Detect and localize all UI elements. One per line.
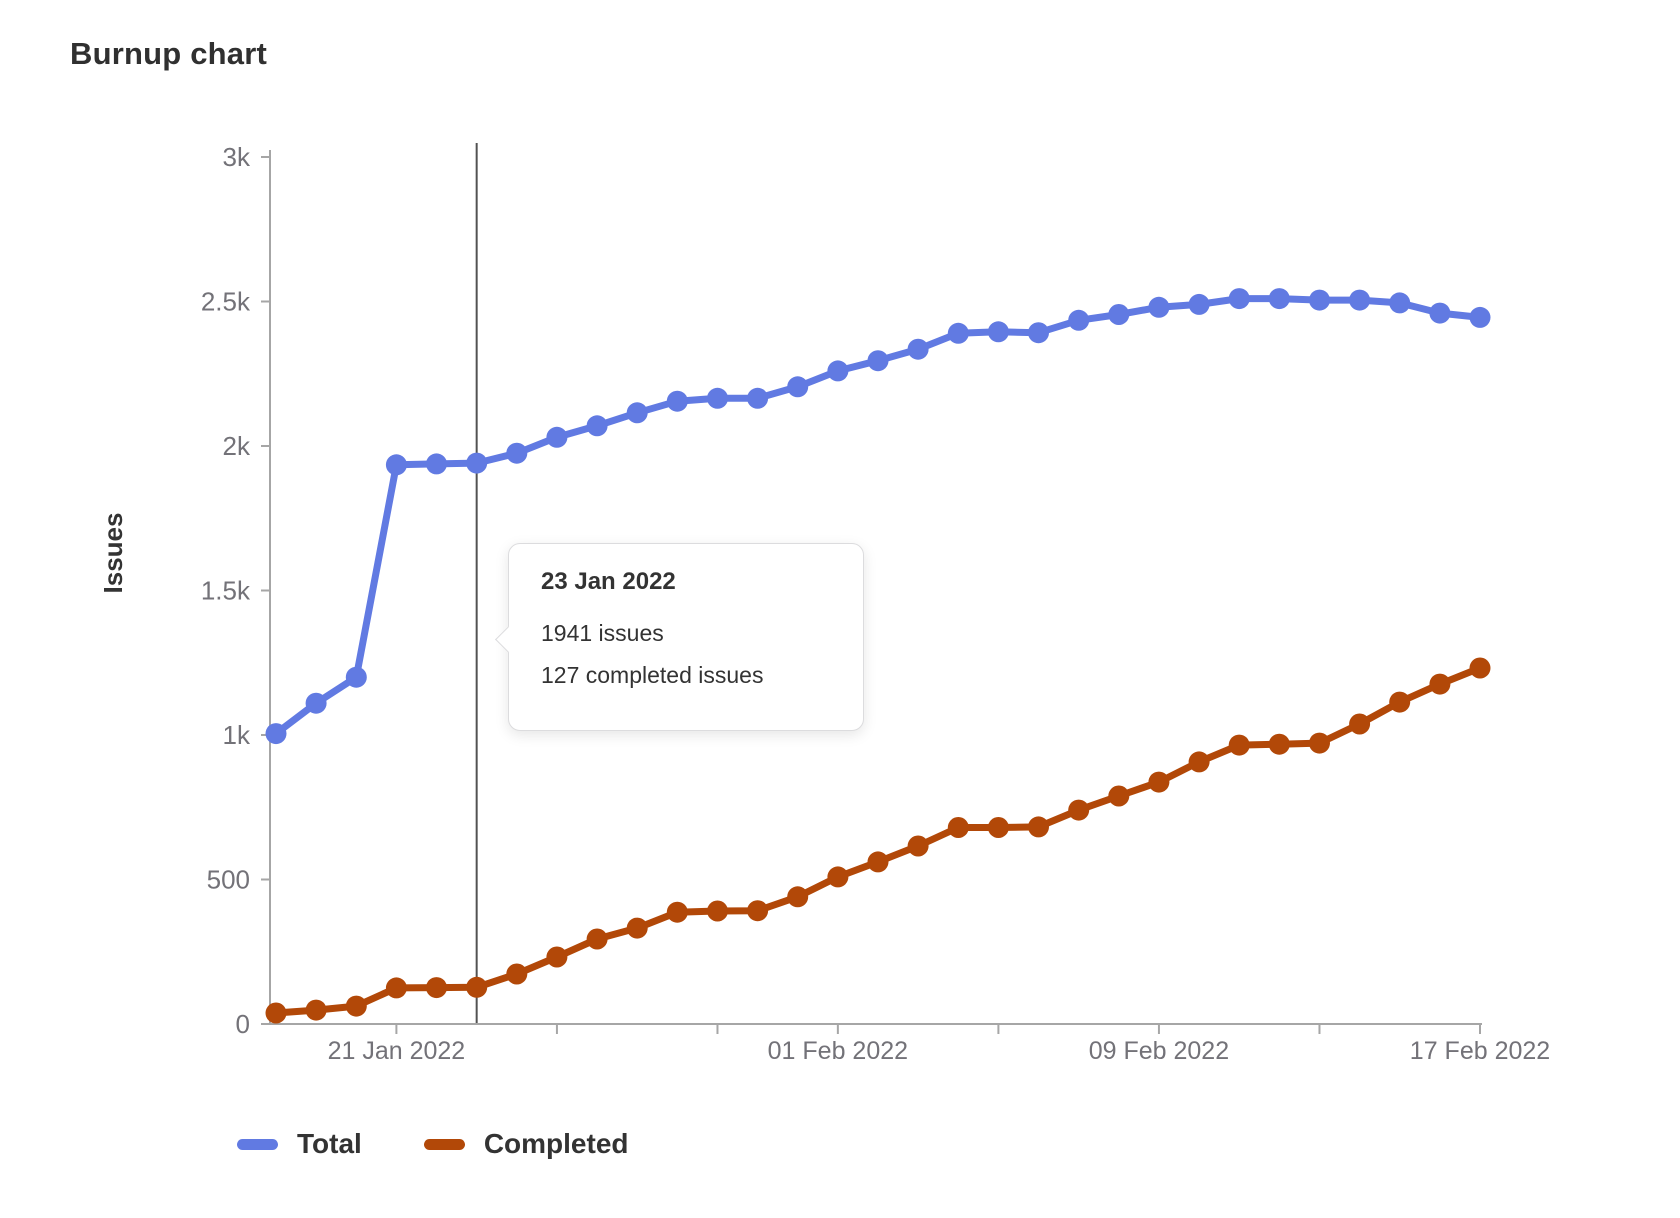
page-title: Burnup chart [70,36,268,71]
y-tick-label: 1k [223,720,251,750]
completed-data-point[interactable] [1389,691,1411,713]
completed-series[interactable] [265,657,1491,1024]
total-data-point[interactable] [707,387,728,409]
completed-data-point[interactable] [827,866,849,888]
total-data-point[interactable] [586,415,608,437]
completed-data-point[interactable] [666,901,688,923]
total-data-point[interactable] [265,723,287,745]
total-data-point[interactable] [345,666,367,688]
completed-data-point[interactable] [506,963,528,985]
x-tick-label: 21 Jan 2022 [328,1037,466,1065]
y-tick-label: 0 [236,1009,250,1039]
completed-data-point[interactable] [1309,732,1330,754]
total-data-point[interactable] [626,402,648,424]
completed-data-point[interactable] [1108,785,1130,807]
completed-data-point[interactable] [1188,751,1210,773]
completed-data-point[interactable] [466,976,488,998]
tooltip-date: 23 Jan 2022 [541,568,676,595]
y-tick-label: 500 [207,865,250,895]
x-tick-label: 01 Feb 2022 [768,1037,908,1065]
y-tick-label: 1.5k [201,576,251,606]
total-series-swatch [237,1138,278,1150]
total-data-point[interactable] [867,350,889,372]
completed-data-point[interactable] [987,817,1009,838]
total-data-point[interactable] [747,387,769,409]
tooltip-completed-issues: 127 completed issues [541,662,764,688]
total-data-point[interactable] [1469,306,1491,328]
completed-data-point[interactable] [385,977,407,999]
total-data-point[interactable] [1389,292,1411,314]
completed-data-point[interactable] [546,946,568,968]
completed-data-point[interactable] [1349,713,1371,735]
legend-label-total: Total [297,1128,362,1159]
completed-series-swatch [423,1138,465,1150]
total-data-point[interactable] [987,321,1009,343]
total-data-point[interactable] [1108,304,1130,325]
total-data-point[interactable] [506,442,528,464]
completed-data-point[interactable] [1028,816,1049,838]
legend-label-completed: Completed [483,1128,629,1159]
completed-data-point[interactable] [787,886,809,908]
total-data-point[interactable] [466,452,488,474]
total-data-point[interactable] [947,322,969,344]
total-data-point[interactable] [1228,288,1250,310]
completed-data-point[interactable] [1429,673,1451,695]
completed-data-point[interactable] [867,851,889,873]
total-data-point[interactable] [1068,309,1090,331]
completed-data-point[interactable] [947,817,969,838]
total-data-point[interactable] [1429,302,1451,324]
y-tick-label: 2.5k [201,287,251,317]
completed-line [275,664,1482,1017]
y-axis-title: Issues [98,513,128,594]
completed-data-point[interactable] [305,999,327,1021]
total-data-point[interactable] [385,454,407,476]
y-tick-label: 2k [223,431,251,461]
total-data-point[interactable] [1188,293,1210,315]
completed-data-point[interactable] [626,917,648,939]
completed-data-point[interactable] [426,977,447,999]
x-tick-label: 17 Feb 2022 [1410,1037,1550,1065]
legend-item-completed[interactable]: Completed [423,1128,629,1160]
total-data-point[interactable] [426,453,447,475]
total-data-point[interactable] [546,426,568,448]
total-data-point[interactable] [787,376,809,398]
completed-data-point[interactable] [345,995,367,1017]
tooltip: 23 Jan 2022 1941 issues 127 completed is… [495,543,864,731]
completed-data-point[interactable] [707,900,728,922]
completed-data-point[interactable] [907,835,929,857]
completed-data-point[interactable] [1068,799,1090,821]
total-data-point[interactable] [1349,289,1371,311]
total-data-point[interactable] [1309,289,1330,311]
completed-data-point[interactable] [1228,734,1250,756]
completed-data-point[interactable] [586,928,608,950]
completed-data-point[interactable] [1268,733,1290,755]
x-tick-label: 09 Feb 2022 [1089,1037,1229,1065]
total-data-point[interactable] [907,338,929,360]
total-data-point[interactable] [1028,322,1049,344]
completed-data-point[interactable] [747,900,769,922]
chart-legend: Total Completed [237,1128,629,1160]
completed-data-point[interactable] [1148,771,1170,793]
total-series[interactable] [265,288,1491,745]
tooltip-total-issues: 1941 issues [541,620,664,646]
y-tick-label: 3k [223,142,251,172]
total-data-point[interactable] [1268,288,1290,310]
total-data-point[interactable] [1148,296,1170,318]
total-data-point[interactable] [305,692,327,714]
legend-item-total[interactable]: Total [237,1128,362,1160]
total-data-point[interactable] [827,360,849,382]
completed-data-point[interactable] [1469,657,1491,679]
completed-data-point[interactable] [265,1002,287,1024]
total-data-point[interactable] [666,390,688,412]
